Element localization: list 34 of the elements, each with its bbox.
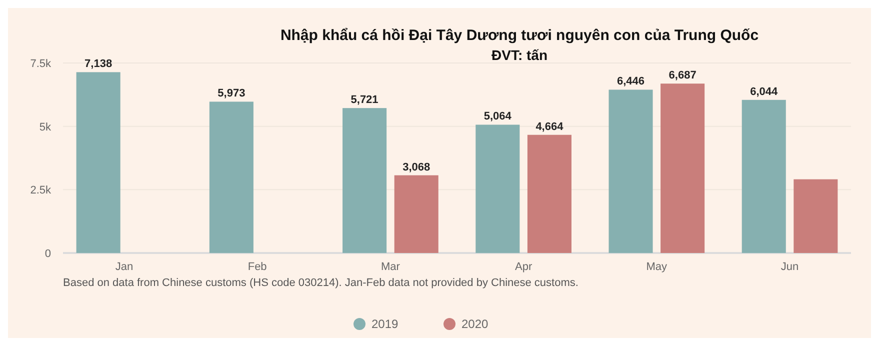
data-label: 6,446: [616, 76, 645, 88]
data-label: 4,664: [536, 120, 564, 133]
bar: [394, 175, 438, 253]
x-tick-label: Mar: [380, 261, 400, 273]
data-label: 6,044: [750, 86, 779, 98]
y-tick-label: 2.5k: [30, 184, 52, 197]
chart-subtitle: ĐVT: tấn: [492, 47, 548, 63]
x-tick-label: May: [646, 261, 668, 273]
legend-label: 2020: [462, 317, 489, 331]
bar: [342, 108, 387, 253]
bar: [742, 100, 786, 253]
data-label: 5,064: [484, 110, 512, 123]
legend-label: 2019: [372, 317, 399, 331]
x-tick-label: Apr: [514, 261, 532, 273]
data-label: 5,973: [218, 88, 246, 100]
bar: [527, 134, 572, 253]
text: Based on data from Chinese customs (HS code 030214). Jan-Feb data not provided by Chinese customs.: [63, 277, 578, 289]
bar: [794, 179, 838, 253]
y-tick-label: 7.5k: [30, 58, 52, 70]
y-tick-label: 5k: [39, 121, 52, 134]
bar: [476, 124, 520, 253]
x-tick-label: Jan: [115, 261, 134, 273]
data-label: 5,721: [350, 94, 378, 106]
x-tick-label: Feb: [248, 261, 267, 273]
data-label: 6,687: [668, 70, 696, 82]
x-tick-label: Jun: [780, 261, 799, 273]
data-label: 3,068: [402, 161, 430, 174]
data-label: 7,138: [84, 58, 112, 70]
bar: [660, 84, 705, 253]
bar: [76, 72, 120, 253]
chart-title: Nhập khẩu cá hồi Đại Tây Dương tươi nguyên con của Trung Quốc: [280, 27, 759, 44]
bar: [608, 90, 653, 253]
bar: [209, 102, 254, 253]
y-tick-label: 0: [44, 248, 51, 260]
